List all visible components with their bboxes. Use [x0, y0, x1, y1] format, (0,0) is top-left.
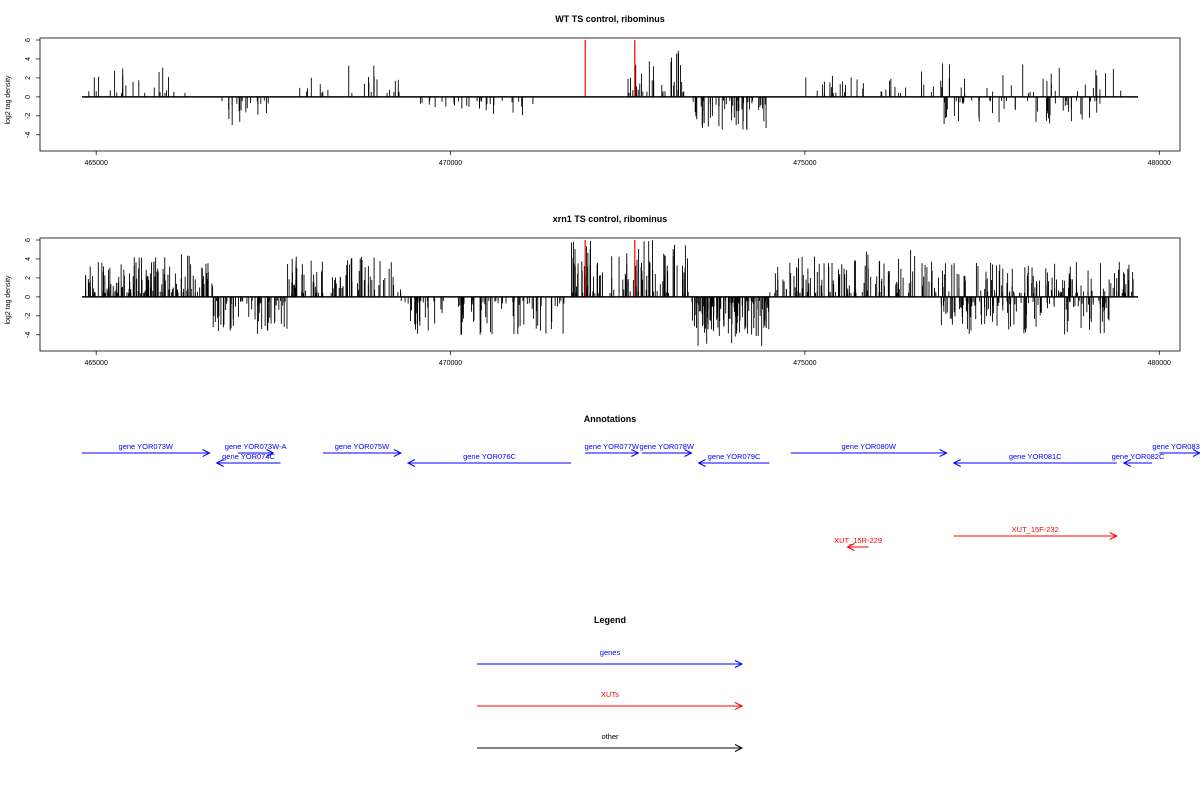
annotation-arrowhead — [631, 449, 640, 457]
annotation-label: gene YOR073W-A — [225, 442, 287, 451]
annotation-feature: gene YOR075W — [322, 442, 403, 457]
x-tick-label: 475000 — [793, 360, 816, 367]
annotation-label: gene YOR073W — [119, 442, 174, 451]
legend-label: genes — [600, 648, 621, 657]
density-bars — [85, 240, 1134, 347]
density-bars — [88, 50, 1122, 130]
annotation-arrowhead — [1109, 532, 1118, 540]
annotation-label: gene YOR077W — [585, 442, 640, 451]
highlight-lines — [584, 240, 636, 297]
panel-xrn1: xrn1 TS control, ribominus log2 tag dens… — [5, 214, 1181, 367]
panel-wt: WT TS control, ribominus log2 tag densit… — [5, 14, 1181, 167]
annotation-arrowhead — [939, 449, 948, 457]
legend-label: other — [601, 732, 619, 741]
legend-label: XUTs — [601, 690, 619, 699]
x-tick-label: 475000 — [793, 160, 816, 167]
y-axis-label: log2 tag density — [5, 275, 12, 325]
annotation-feature: gene YOR083W — [1152, 442, 1200, 457]
legend-arrowhead — [734, 660, 744, 668]
y-tick-label: 6 — [25, 38, 32, 42]
annotation-feature: gene YOR081C — [952, 452, 1117, 467]
legend-arrowhead — [734, 744, 744, 752]
y-axis: 6 4 2 0 -2 -4 — [25, 238, 40, 338]
annotation-arrowhead — [215, 459, 224, 467]
legend-item: XUTs — [477, 690, 744, 710]
annotation-feature: gene YOR079C — [697, 452, 770, 467]
y-tick-label: 0 — [25, 95, 32, 99]
annotations-title: Annotations — [584, 414, 637, 424]
y-tick-label: 4 — [25, 257, 32, 261]
x-axis: 465000 470000 475000 480000 — [84, 151, 1171, 167]
annotation-feature: XUT_15F-232 — [953, 525, 1118, 540]
annotation-feature: gene YOR073W-A — [225, 442, 287, 457]
y-axis-label: log2 tag density — [5, 75, 12, 125]
annotation-arrowhead — [406, 459, 416, 467]
y-tick-label: 6 — [25, 238, 32, 242]
y-tick-label: 2 — [25, 276, 32, 280]
annotation-arrowhead — [202, 449, 211, 457]
annotation-label: gene YOR078W — [639, 442, 694, 451]
x-tick-label: 480000 — [1148, 360, 1171, 367]
legend-items: genes XUTs other — [477, 648, 744, 752]
annotation-feature: gene YOR080W — [790, 442, 948, 457]
x-tick-label: 470000 — [439, 360, 462, 367]
annotation-feature: XUT_15R-229 — [834, 536, 882, 551]
panel-title: xrn1 TS control, ribominus — [553, 214, 668, 224]
annotation-feature: gene YOR073W — [82, 442, 211, 457]
legend-item: other — [477, 732, 744, 752]
x-tick-label: 470000 — [439, 160, 462, 167]
legend: Legend genes XUTs other — [477, 615, 744, 752]
plot-frame — [39, 37, 1181, 152]
annotation-label: gene YOR075W — [335, 442, 390, 451]
annotation-feature: gene YOR082C — [1112, 452, 1165, 467]
y-axis: 6 4 2 0 -2 -4 — [25, 38, 40, 138]
annotation-arrowhead — [684, 449, 693, 457]
annotation-arrowhead — [1122, 459, 1132, 467]
annotation-arrowhead — [1192, 449, 1200, 457]
highlight-lines — [584, 40, 636, 97]
legend-item: genes — [477, 648, 744, 668]
annotation-label: gene YOR079C — [708, 452, 761, 461]
annotation-label: gene YOR080W — [841, 442, 896, 451]
y-tick-label: 4 — [25, 57, 32, 61]
y-tick-label: 0 — [25, 295, 32, 299]
panel-title: WT TS control, ribominus — [555, 14, 665, 24]
y-tick-label: -4 — [25, 332, 32, 338]
annotation-label: gene YOR074C — [222, 452, 275, 461]
legend-arrowhead — [734, 702, 744, 710]
annotations-track: Annotations gene YOR073W gene YOR073W-Age… — [82, 414, 1200, 551]
x-tick-label: 465000 — [84, 160, 107, 167]
annotation-arrowhead — [846, 543, 855, 551]
annotation-arrowhead — [697, 459, 706, 467]
annotation-label: gene YOR076C — [463, 452, 516, 461]
annotation-label: gene YOR083W — [1152, 442, 1200, 451]
annotation-label: XUT_15F-232 — [1012, 525, 1059, 534]
annotation-feature: gene YOR076C — [406, 452, 572, 467]
annotation-label: XUT_15R-229 — [834, 536, 882, 545]
y-tick-label: 2 — [25, 76, 32, 80]
annotation-arrowhead — [952, 459, 961, 467]
y-tick-label: -4 — [25, 132, 32, 138]
annotation-feature: gene YOR077W — [585, 442, 640, 457]
annotation-feature: gene YOR074C — [215, 452, 281, 467]
legend-title: Legend — [594, 615, 626, 625]
plot-frame — [39, 237, 1181, 352]
annotation-label: gene YOR081C — [1009, 452, 1062, 461]
annotation-label: gene YOR082C — [1112, 452, 1165, 461]
annotation-arrowhead — [266, 449, 275, 457]
annotation-feature: gene YOR078W — [639, 442, 695, 457]
y-tick-label: -2 — [25, 313, 32, 319]
x-axis: 465000 470000 475000 480000 — [84, 351, 1171, 367]
y-tick-label: -2 — [25, 113, 32, 119]
x-tick-label: 480000 — [1148, 160, 1171, 167]
annotation-arrowhead — [393, 449, 403, 457]
x-tick-label: 465000 — [84, 360, 107, 367]
